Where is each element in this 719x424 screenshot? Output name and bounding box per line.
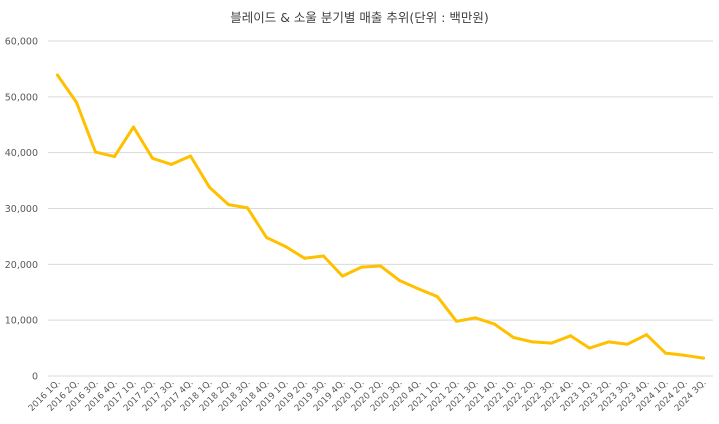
x-axis-tick-labels: 2016 1Q.2016 2Q.2016 3Q.2016 4Q.2017 1Q.… <box>27 378 709 414</box>
data-point <box>683 353 686 357</box>
data-point <box>113 155 116 159</box>
gridlines <box>48 40 713 377</box>
data-point <box>151 156 154 160</box>
chart-title: 블레이드 & 소울 분기별 매출 추위(단위 : 백만원) <box>230 10 489 25</box>
data-point <box>75 100 78 104</box>
data-point <box>531 340 534 344</box>
data-point <box>436 295 439 299</box>
y-tick-label: 30,000 <box>5 204 38 215</box>
data-point <box>398 279 401 283</box>
data-point <box>645 333 648 337</box>
data-point <box>550 341 553 345</box>
data-point <box>303 256 306 260</box>
data-point <box>265 236 268 240</box>
data-point <box>208 185 211 189</box>
data-point <box>94 150 97 154</box>
data-point <box>493 322 496 326</box>
series-layer <box>56 73 705 360</box>
y-tick-label: 10,000 <box>5 316 38 327</box>
data-point <box>56 73 59 77</box>
y-tick-label: 50,000 <box>5 92 38 103</box>
data-point <box>227 203 230 207</box>
data-point <box>417 287 420 291</box>
data-point <box>569 334 572 338</box>
data-point <box>284 244 287 248</box>
data-point <box>341 274 344 278</box>
data-point <box>189 154 192 158</box>
data-point <box>246 206 249 210</box>
y-tick-label: 40,000 <box>5 148 38 159</box>
data-point <box>360 265 363 269</box>
data-point <box>455 319 458 323</box>
y-tick-label: 60,000 <box>5 37 38 48</box>
series-line <box>56 73 705 360</box>
data-point <box>512 335 515 339</box>
y-tick-label: 0 <box>32 372 38 383</box>
data-point <box>322 254 325 258</box>
data-point <box>588 346 591 350</box>
data-point <box>626 342 629 346</box>
y-axis-tick-labels: 0 10,000 20,000 30,000 40,000 50,000 60,000 <box>5 37 38 383</box>
data-point <box>702 356 705 360</box>
data-point <box>607 340 610 344</box>
data-point <box>170 162 173 166</box>
data-point <box>132 125 135 129</box>
data-point <box>474 316 477 320</box>
data-point <box>664 351 667 355</box>
data-point <box>379 264 382 268</box>
y-tick-label: 20,000 <box>5 260 38 271</box>
